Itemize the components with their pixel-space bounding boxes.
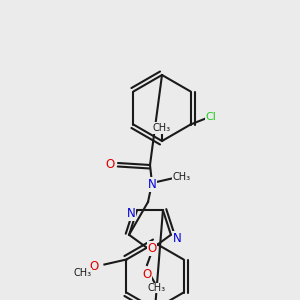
Text: N: N: [127, 207, 135, 220]
Text: N: N: [172, 232, 181, 245]
Text: CH₃: CH₃: [173, 172, 191, 182]
Text: CH₃: CH₃: [153, 123, 171, 133]
Text: CH₃: CH₃: [74, 268, 92, 278]
Text: O: O: [147, 242, 157, 255]
Text: N: N: [148, 178, 156, 191]
Text: O: O: [90, 260, 99, 272]
Text: O: O: [105, 158, 115, 171]
Text: CH₃: CH₃: [148, 283, 166, 293]
Text: O: O: [142, 268, 152, 281]
Text: CH₃: CH₃: [152, 123, 172, 133]
Text: Cl: Cl: [205, 112, 216, 122]
